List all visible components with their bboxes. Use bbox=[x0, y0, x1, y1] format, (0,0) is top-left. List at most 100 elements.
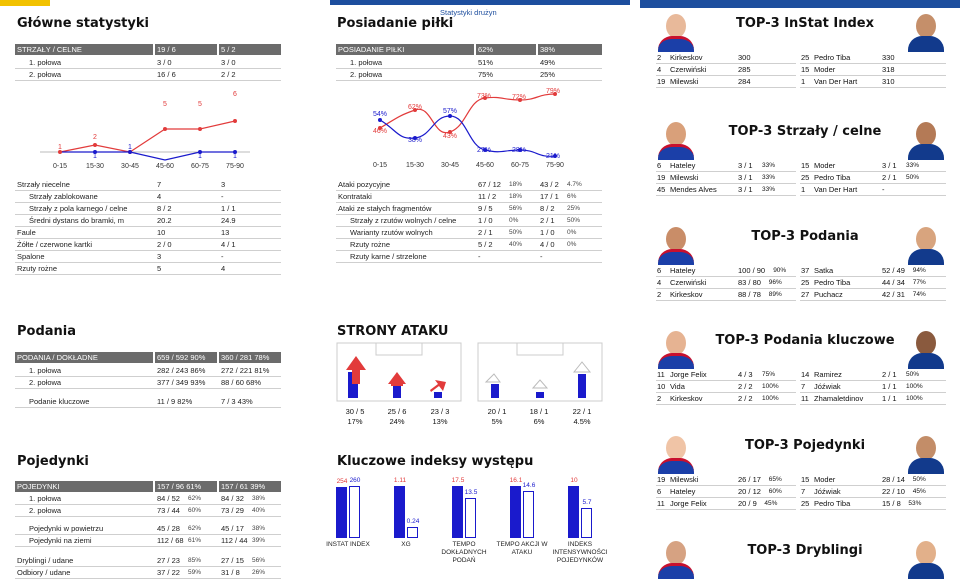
stat-label: Średni dystans do bramki, m bbox=[29, 216, 125, 225]
index-value-home: 16.1 bbox=[509, 477, 523, 484]
x-tick: 60-75 bbox=[511, 162, 529, 169]
player-number: 27 bbox=[801, 290, 810, 299]
player-number: 15 bbox=[801, 475, 810, 484]
home-value-label: 6 bbox=[233, 91, 237, 98]
index-value-away: 0.24 bbox=[406, 518, 420, 525]
player-name: Pedro Tiba bbox=[814, 278, 851, 287]
player-value: - bbox=[882, 185, 885, 194]
attack-side-stat: 18 / 1 6% bbox=[529, 407, 549, 426]
home-value-label: 43% bbox=[443, 133, 458, 140]
divider bbox=[800, 195, 946, 196]
index-value-home: 10 bbox=[570, 477, 578, 484]
player-pct: 96% bbox=[768, 279, 782, 286]
stat-label: Strzały z pola karnego / celne bbox=[29, 204, 128, 213]
stat-home: 2 / 0 bbox=[157, 240, 172, 249]
stat-home-pct: 50% bbox=[509, 229, 523, 236]
row-home: 73 / 44 bbox=[157, 506, 180, 515]
row-home: 84 / 52 bbox=[157, 494, 180, 503]
player-name: Jóźwiak bbox=[814, 487, 841, 496]
index-bar-home bbox=[394, 486, 405, 538]
posiadanie-row-away: 25% bbox=[540, 70, 556, 79]
player-pct: 53% bbox=[908, 500, 922, 507]
stat-label: Ataki ze stałych fragmentów bbox=[338, 204, 432, 213]
player-number: 6 bbox=[657, 266, 662, 275]
stat-home: 10 bbox=[157, 228, 166, 237]
podania-head-away: 360 / 281 78% bbox=[219, 352, 281, 363]
divider bbox=[15, 504, 281, 505]
divider bbox=[656, 87, 796, 88]
row-away-pct: 56% bbox=[252, 557, 266, 564]
row-away: 31 / 8 bbox=[221, 568, 240, 577]
x-tick: 30-45 bbox=[121, 163, 139, 170]
away-value-label: 57% bbox=[443, 108, 458, 115]
away-player-avatar bbox=[906, 432, 946, 474]
player-value: 52 / 49 bbox=[882, 266, 905, 275]
divider bbox=[656, 195, 796, 196]
attack-side-stat: 30 / 5 17% bbox=[345, 407, 365, 426]
stat-label: Strzały zablokowane bbox=[29, 192, 98, 201]
divider bbox=[800, 497, 946, 498]
player-pct: 100% bbox=[906, 383, 923, 390]
divider bbox=[336, 226, 602, 227]
attack-side-stat: 20 / 1 5% bbox=[487, 407, 507, 426]
player-name: Van Der Hart bbox=[814, 77, 858, 86]
player-number: 25 bbox=[801, 173, 810, 182]
glowne-row-away: 3 / 0 bbox=[221, 58, 236, 67]
x-tick: 15-30 bbox=[406, 162, 424, 169]
player-value: 44 / 34 bbox=[882, 278, 905, 287]
section-title-indeksy: Kluczowe indeksy występu bbox=[337, 454, 534, 469]
away-point bbox=[128, 150, 132, 154]
away-player-avatar bbox=[906, 223, 946, 265]
away-value-label: 27% bbox=[477, 147, 492, 154]
player-pct: 45% bbox=[912, 488, 926, 495]
player-number: 11 bbox=[801, 394, 809, 403]
row-label: Pojedynki w powietrzu bbox=[29, 524, 104, 533]
x-tick: 30-45 bbox=[441, 162, 459, 169]
top3-title: TOP-3 Podania bbox=[751, 229, 859, 244]
x-tick: 75-90 bbox=[546, 162, 564, 169]
podania-row-label: 2. połowa bbox=[29, 378, 62, 387]
away-player-avatar bbox=[906, 537, 946, 579]
index-bar-away bbox=[523, 491, 534, 538]
pojedynki-head-away: 157 / 61 39% bbox=[219, 481, 281, 492]
player-name: Ramirez bbox=[814, 370, 842, 379]
away-series-line bbox=[379, 115, 556, 157]
stat-away-pct: 4.7% bbox=[567, 181, 582, 188]
divider bbox=[15, 80, 281, 81]
pojedynki-head-label: POJEDYNKI bbox=[15, 481, 153, 492]
key-indices-chart: 254 260 INSTAT INDEX 1.11 0.24 XG 17.5 13.5 TEMP… bbox=[326, 474, 610, 584]
player-value: 2 / 2 bbox=[738, 382, 753, 391]
divider bbox=[800, 392, 946, 393]
index-value-home: 254 bbox=[336, 478, 348, 485]
home-series-line bbox=[59, 120, 236, 153]
home-player-avatar bbox=[656, 118, 696, 160]
podania-head-home: 659 / 592 90% bbox=[155, 352, 217, 363]
player-value: 15 / 8 bbox=[882, 499, 901, 508]
home-point bbox=[58, 150, 62, 154]
stat-away: 43 / 2 bbox=[540, 180, 559, 189]
home-player-avatar bbox=[656, 432, 696, 474]
player-number: 7 bbox=[801, 382, 806, 391]
player-name: Pedro Tiba bbox=[814, 173, 851, 182]
index-label: TEMPO AKCJI W ATAKU bbox=[496, 541, 548, 556]
posiadanie-row-away: 49% bbox=[540, 58, 556, 67]
divider bbox=[336, 214, 602, 215]
row-away-pct: 40% bbox=[252, 507, 266, 514]
index-label: INDEKS INTENSYWNOŚCI POJEDYNKÓW bbox=[552, 541, 608, 564]
player-pct: 50% bbox=[912, 476, 926, 483]
row-home-pct: 62% bbox=[188, 525, 202, 532]
player-value: 2 / 1 bbox=[882, 370, 897, 379]
player-name: Jorge Felix bbox=[670, 499, 707, 508]
player-number: 15 bbox=[801, 65, 810, 74]
player-name: Moder bbox=[814, 475, 836, 484]
podania-row-label: 1. połowa bbox=[29, 366, 62, 375]
player-name: Kirkeskov bbox=[670, 290, 703, 299]
stat-home: 4 bbox=[157, 192, 162, 201]
stat-label: Strzały niecelne bbox=[17, 180, 70, 189]
top3-title: TOP-3 Dryblingi bbox=[747, 543, 863, 558]
row-home-pct: 61% bbox=[188, 537, 202, 544]
player-name: Moder bbox=[814, 65, 836, 74]
away-player-avatar bbox=[906, 10, 946, 52]
player-number: 19 bbox=[657, 173, 666, 182]
player-pct: 60% bbox=[768, 488, 782, 495]
